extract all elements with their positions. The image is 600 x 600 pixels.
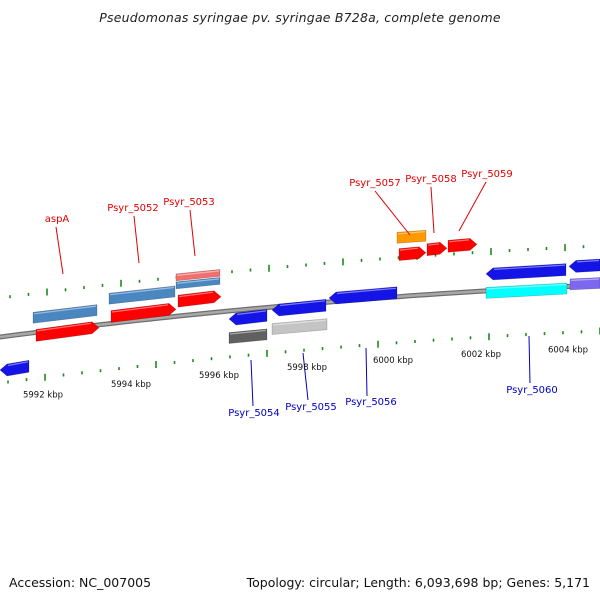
reverse-feature-lightgray-highlight: [272, 319, 327, 326]
forward-feature-steelblue-highlight: [33, 305, 97, 315]
reverse-feature-cyan: [485, 282, 568, 299]
reverse-gene-psyr-5055: [271, 298, 327, 317]
reverse-tick-track: [7, 327, 600, 384]
scale-label: 6000 kbp: [373, 356, 413, 366]
forward-gene-psyr-5057-highlight: [399, 247, 419, 251]
psyr-5060-label: Psyr_5060: [506, 385, 558, 396]
psyr-5058-label: Psyr_5058: [405, 174, 457, 185]
forward-gene-psyr-5059: [447, 238, 478, 253]
forward-gene-psyr-5053: [177, 290, 222, 308]
reverse-gene: [0, 359, 30, 377]
map-title: Pseudomonas syringae pv. syringae B728a,…: [99, 10, 501, 25]
accession-text: Accession: NC_007005: [9, 575, 152, 590]
reverse-gene-psyr-5056-highlight: [336, 287, 397, 295]
reverse-gene-psyr-5060: [568, 258, 600, 273]
forward-feature-pink: [175, 269, 221, 282]
aspA-label: aspA: [45, 214, 70, 225]
reverse-gene: [485, 263, 567, 281]
psyr-5054-label: Psyr_5054: [228, 408, 280, 419]
psyr-5057-label: Psyr_5057: [349, 178, 401, 189]
scale-label: 5996 kbp: [199, 371, 239, 381]
forward-feature-steelblue-highlight: [109, 286, 175, 296]
forward-feature-steelblue: [32, 304, 98, 324]
forward-gene-psyr-5058: [426, 241, 448, 257]
feature-labels: 5992 kbp 5994 kbp 5996 kbp 5998 kbp 6000 kbp…: [23, 169, 588, 419]
forward-feature-steelblue: [175, 277, 221, 290]
psyr-5053-leader: [189, 209, 196, 257]
psyr-5059-label: Psyr_5059: [461, 169, 513, 180]
aspA-leader: [55, 226, 64, 275]
scale-label: 6002 kbp: [461, 350, 501, 360]
forward-feature-pink-highlight: [176, 270, 220, 276]
reverse-feature-darkgray-highlight: [229, 329, 267, 335]
psyr-5057-leader: [374, 190, 411, 236]
psyr-5056-label: Psyr_5056: [345, 397, 397, 408]
psyr-5060-leader: [528, 335, 531, 384]
forward-feature-steelblue: [108, 285, 176, 305]
forward-gene-psyr-5053-highlight: [178, 291, 214, 298]
forward-gene-aspA: [35, 321, 100, 342]
reverse-feature-cyan-highlight: [486, 283, 567, 290]
reverse-gene-psyr-5055-highlight: [279, 300, 326, 307]
forward-gene-psyr-5052: [110, 303, 177, 323]
psyr-5052-label: Psyr_5052: [107, 203, 159, 214]
reverse-feature-slate: [569, 277, 600, 291]
reverse-gene-highlight: [7, 361, 29, 367]
forward-feature-steelblue-highlight: [176, 278, 220, 284]
forward-gene-psyr-5059-highlight: [448, 239, 470, 243]
psyr-5059-leader: [458, 181, 487, 232]
feature-glyphs: [0, 229, 600, 377]
psyr-5052-leader: [133, 215, 140, 264]
reverse-feature-darkgray: [228, 328, 268, 344]
scale-label: 6004 kbp: [548, 346, 588, 356]
reverse-feature-slate-highlight: [570, 278, 600, 281]
forward-gene-psyr-5057: [398, 246, 427, 261]
psyr-5056-leader: [365, 347, 368, 397]
genome-summary-text: Topology: circular; Length: 6,093,698 bp…: [246, 575, 590, 590]
reverse-gene-highlight: [493, 264, 566, 270]
scale-label: 5992 kbp: [23, 391, 63, 401]
reverse-gene-psyr-5054-highlight: [236, 310, 267, 316]
reverse-gene-psyr-5054: [228, 309, 268, 326]
label-leaders: [55, 181, 531, 407]
reverse-feature-lightgray: [271, 318, 328, 335]
reverse-gene-psyr-5060-highlight: [576, 259, 600, 263]
forward-gene-psyr-5058-highlight: [427, 243, 440, 246]
psyr-5058-leader: [430, 186, 435, 234]
scale-label: 5994 kbp: [111, 380, 151, 390]
psyr-5055-leader: [302, 352, 309, 401]
forward-gene-aspA-highlight: [36, 322, 92, 332]
psyr-5054-leader: [250, 359, 254, 407]
forward-feature-orange: [396, 229, 427, 244]
psyr-5053-label: Psyr_5053: [163, 197, 215, 208]
forward-gene-psyr-5052-highlight: [111, 304, 169, 313]
scale-label: 5998 kbp: [287, 363, 327, 373]
forward-feature-orange-highlight: [397, 231, 426, 235]
reverse-gene-psyr-5056: [328, 286, 398, 305]
psyr-5055-label: Psyr_5055: [285, 402, 337, 413]
